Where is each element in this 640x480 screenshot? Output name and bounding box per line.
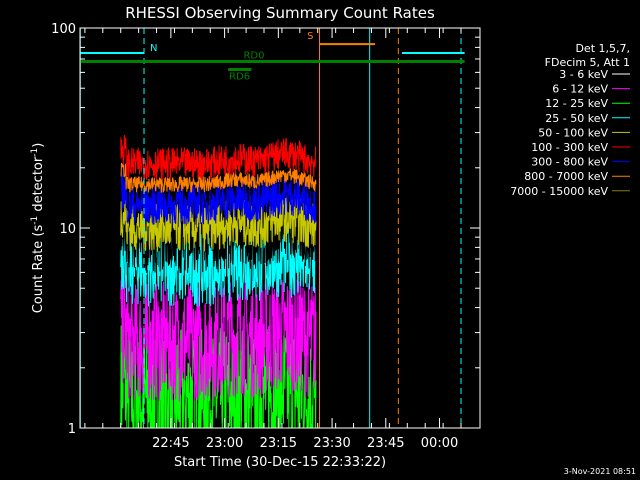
chart-title: RHESSI Observing Summary Count Rates: [125, 4, 435, 22]
legend-label-2: 12 - 25 keV: [545, 97, 608, 110]
y-tick-label-0: 1: [68, 422, 76, 437]
y-axis-label-sup: -1: [30, 216, 40, 225]
trace-layer: [120, 134, 317, 429]
legend-label-5: 100 - 300 keV: [531, 141, 608, 154]
legend-label-6: 300 - 800 keV: [531, 156, 608, 169]
x-tick-label-3: 23:30: [313, 436, 350, 451]
trace-6: [120, 171, 317, 225]
axes-layer: 1 10 100 22:45 23:00 23:15 23:30 23:45 00:00: [51, 22, 480, 451]
x-tick-label-0: 22:45: [152, 436, 189, 451]
legend: Det 1,5,7,FDecim 5, Att 13 - 6 keV 6 - 12…: [510, 42, 630, 198]
flag-label-0: N: [150, 43, 157, 54]
flag-label-3: RD0: [243, 50, 264, 61]
legend-label-4: 50 - 100 keV: [538, 126, 608, 139]
y-tick-label-1: 10: [59, 222, 76, 237]
flag-label-2: S: [307, 31, 313, 42]
flag-label-4: RD6: [229, 72, 250, 83]
trace-1: [120, 267, 317, 402]
trace-5: [120, 134, 317, 181]
legend-label-8: 7000 - 15000 keV: [510, 185, 608, 198]
flag-layer: N S RD0 RD6: [79, 28, 465, 428]
footer-date: 3-Nov-2021 08:51: [564, 467, 636, 476]
y-axis-label-tail: detector: [31, 156, 46, 216]
legend-label-3: 25 - 50 keV: [545, 112, 608, 125]
legend-label-0: 3 - 6 keV: [559, 68, 608, 81]
x-tick-label-1: 23:00: [206, 436, 243, 451]
legend-header-0: Det 1,5,7,: [575, 42, 630, 55]
trace-7: [120, 162, 317, 194]
x-tick-label-2: 23:15: [260, 436, 297, 451]
y-tick-label-2: 100: [51, 22, 76, 37]
x-tick-label-5: 00:00: [421, 436, 458, 451]
trace-3: [120, 218, 317, 307]
legend-label-7: 800 - 7000 keV: [524, 170, 608, 183]
legend-label-1: 6 - 12 keV: [552, 83, 608, 96]
y-axis-label-end: ): [31, 143, 46, 148]
y-axis-label-main: Count Rate (s: [31, 225, 46, 314]
y-axis-label: Count Rate (s-1 detector-1): [30, 143, 46, 314]
legend-header-1: FDecim 5, Att 1: [545, 56, 630, 69]
y-axis-label-sup2: -1: [30, 148, 40, 157]
x-axis-label: Start Time (30-Dec-15 22:33:22): [174, 455, 386, 470]
x-tick-label-4: 23:45: [367, 436, 404, 451]
